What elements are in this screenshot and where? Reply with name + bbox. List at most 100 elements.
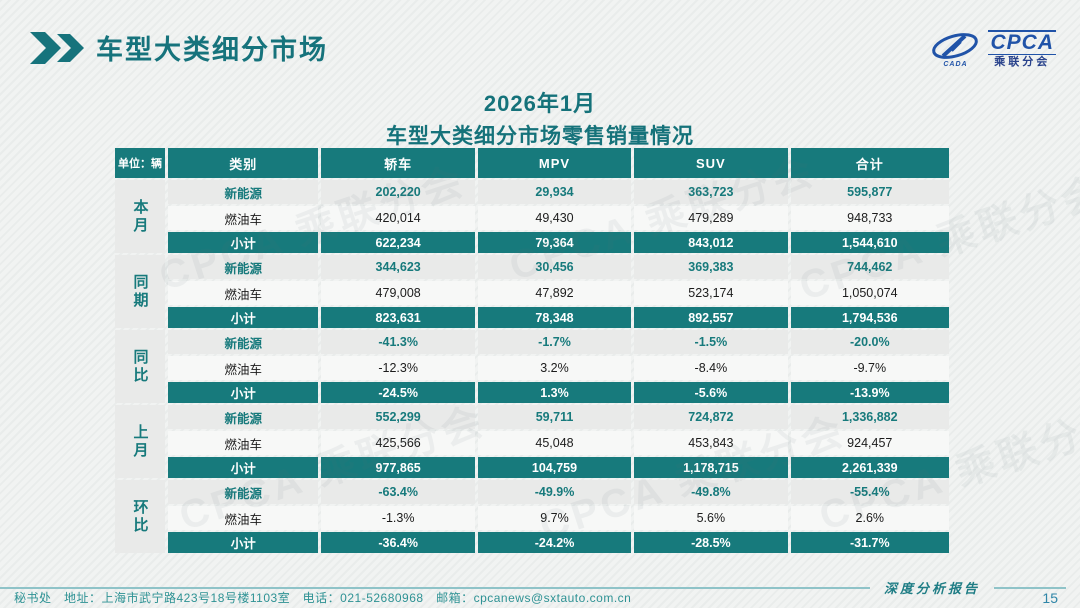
cpca-swoosh: CADA xyxy=(928,31,982,68)
table-row: 燃油车 -1.3% 9.7% 5.6% 2.6% xyxy=(115,506,949,530)
row-category: 小计 xyxy=(168,307,319,328)
cell-value: 5.6% xyxy=(634,506,788,530)
cell-value: -12.3% xyxy=(321,356,475,380)
row-category: 新能源 xyxy=(168,330,319,354)
row-category: 燃油车 xyxy=(168,431,319,455)
footer-contact-info: 秘书处 地址：上海市武宁路423号18号楼1103室 电话：021-526809… xyxy=(14,591,632,605)
cell-value: -49.8% xyxy=(634,480,788,504)
cell-value: 49,430 xyxy=(477,206,632,230)
cell-value: 948,733 xyxy=(790,206,949,230)
table-title: 2026年1月 车型大类细分市场零售销量情况 xyxy=(0,86,1080,150)
cell-value: 78,348 xyxy=(477,307,632,328)
row-category: 小计 xyxy=(168,532,319,553)
cell-value: -31.7% xyxy=(790,532,949,553)
cell-value: -49.9% xyxy=(477,480,632,504)
cpca-logo-subname: 乘联分会 xyxy=(994,56,1051,69)
table-row: 环比 新能源 -63.4% -49.9% -49.8% -55.4% xyxy=(115,480,949,553)
cell-value: -24.5% xyxy=(321,382,475,403)
cell-value: 3.2% xyxy=(477,356,632,380)
group-label: 同期 xyxy=(115,255,166,328)
cell-value: -1.5% xyxy=(634,330,788,354)
footer-rule-line xyxy=(994,586,1066,589)
unit-label: 单位：辆 xyxy=(115,148,166,178)
cell-value: 843,012 xyxy=(634,232,788,253)
table-header-row: 单位：辆 类别 轿车 MPV SUV 合计 xyxy=(115,148,949,178)
cell-value: 202,220 xyxy=(321,180,475,204)
cell-value: 744,462 xyxy=(790,255,949,279)
cell-value: 104,759 xyxy=(477,457,632,478)
title-row: 车型大类细分市场 xyxy=(30,28,328,67)
column-header-mpv: MPV xyxy=(477,148,632,178)
cell-value: 79,364 xyxy=(477,232,632,253)
table-row: 燃油车 425,566 45,048 453,843 924,457 xyxy=(115,431,949,455)
group-label: 同比 xyxy=(115,330,166,403)
table-row: 燃油车 479,008 47,892 523,174 1,050,074 xyxy=(115,281,949,305)
row-category: 小计 xyxy=(168,457,319,478)
table-row-subtotal: 小计 622,234 79,364 843,012 1,544,610 xyxy=(115,232,949,253)
group-label: 本月 xyxy=(115,180,166,253)
cell-value: 453,843 xyxy=(634,431,788,455)
group-label: 环比 xyxy=(115,480,166,553)
table-row-subtotal: 小计 -36.4% -24.2% -28.5% -31.7% xyxy=(115,532,949,553)
cell-value: -24.2% xyxy=(477,532,632,553)
cell-value: 523,174 xyxy=(634,281,788,305)
cell-value: 1,050,074 xyxy=(790,281,949,305)
cell-value: 552,299 xyxy=(321,405,475,429)
cell-value: 823,631 xyxy=(321,307,475,328)
cell-value: -41.3% xyxy=(321,330,475,354)
cell-value: -36.4% xyxy=(321,532,475,553)
cell-value: 29,934 xyxy=(477,180,632,204)
table-row: 上月 新能源 552,299 59,711 724,872 1,336,882 xyxy=(115,405,949,478)
report-type-label: 深度分析报告 xyxy=(883,581,980,596)
cell-value: -13.9% xyxy=(790,382,949,403)
cell-value: 420,014 xyxy=(321,206,475,230)
cell-value: 892,557 xyxy=(634,307,788,328)
cell-value: 1,544,610 xyxy=(790,232,949,253)
cell-value: -8.4% xyxy=(634,356,788,380)
table-title-month: 2026年1月 xyxy=(483,91,597,116)
cell-value: -28.5% xyxy=(634,532,788,553)
table-row: 同比 新能源 -41.3% -1.7% -1.5% -20.0% xyxy=(115,330,949,403)
column-header-sedan: 轿车 xyxy=(321,148,475,178)
cell-value: 2.6% xyxy=(790,506,949,530)
cell-value: 30,456 xyxy=(477,255,632,279)
table-title-text: 车型大类细分市场零售销量情况 xyxy=(386,125,694,148)
row-category: 新能源 xyxy=(168,480,319,504)
column-header-suv: SUV xyxy=(634,148,788,178)
column-header-total: 合计 xyxy=(790,148,949,178)
cell-value: -20.0% xyxy=(790,330,949,354)
table-row: 本月 新能源 202,220 29,934 363,723 595,877 xyxy=(115,180,949,253)
cell-value: 595,877 xyxy=(790,180,949,204)
cpca-swoosh-label: CADA xyxy=(943,60,968,68)
cell-value: 977,865 xyxy=(321,457,475,478)
cell-value: -1.3% xyxy=(321,506,475,530)
cell-value: 479,289 xyxy=(634,206,788,230)
cell-value: 2,261,339 xyxy=(790,457,949,478)
page-title: 车型大类细分市场 xyxy=(96,35,328,65)
cpca-swoosh-icon xyxy=(932,32,979,59)
cpca-logo-text: CPCA 乘联分会 xyxy=(988,30,1056,69)
cell-value: 622,234 xyxy=(321,232,475,253)
row-category: 新能源 xyxy=(168,405,319,429)
cpca-logo-name: CPCA xyxy=(988,30,1056,56)
column-header-category: 类别 xyxy=(168,148,319,178)
row-category: 小计 xyxy=(168,382,319,403)
cell-value: 425,566 xyxy=(321,431,475,455)
cell-value: -55.4% xyxy=(790,480,949,504)
double-chevron-icon xyxy=(30,31,84,64)
sales-table-wrap: 单位：辆 类别 轿车 MPV SUV 合计 本月 新能源 202,220 29,… xyxy=(112,146,1080,555)
cell-value: 1,794,536 xyxy=(790,307,949,328)
table-row-subtotal: 小计 977,865 104,759 1,178,715 2,261,339 xyxy=(115,457,949,478)
table-row-subtotal: 小计 823,631 78,348 892,557 1,794,536 xyxy=(115,307,949,328)
row-category: 燃油车 xyxy=(168,281,319,305)
cell-value: -9.7% xyxy=(790,356,949,380)
cell-value: -63.4% xyxy=(321,480,475,504)
table-row: 同期 新能源 344,623 30,456 369,383 744,462 xyxy=(115,255,949,328)
row-category: 小计 xyxy=(168,232,319,253)
cell-value: -1.7% xyxy=(477,330,632,354)
cell-value: 47,892 xyxy=(477,281,632,305)
table-row-subtotal: 小计 -24.5% 1.3% -5.6% -13.9% xyxy=(115,382,949,403)
cell-value: 479,008 xyxy=(321,281,475,305)
row-category: 燃油车 xyxy=(168,356,319,380)
